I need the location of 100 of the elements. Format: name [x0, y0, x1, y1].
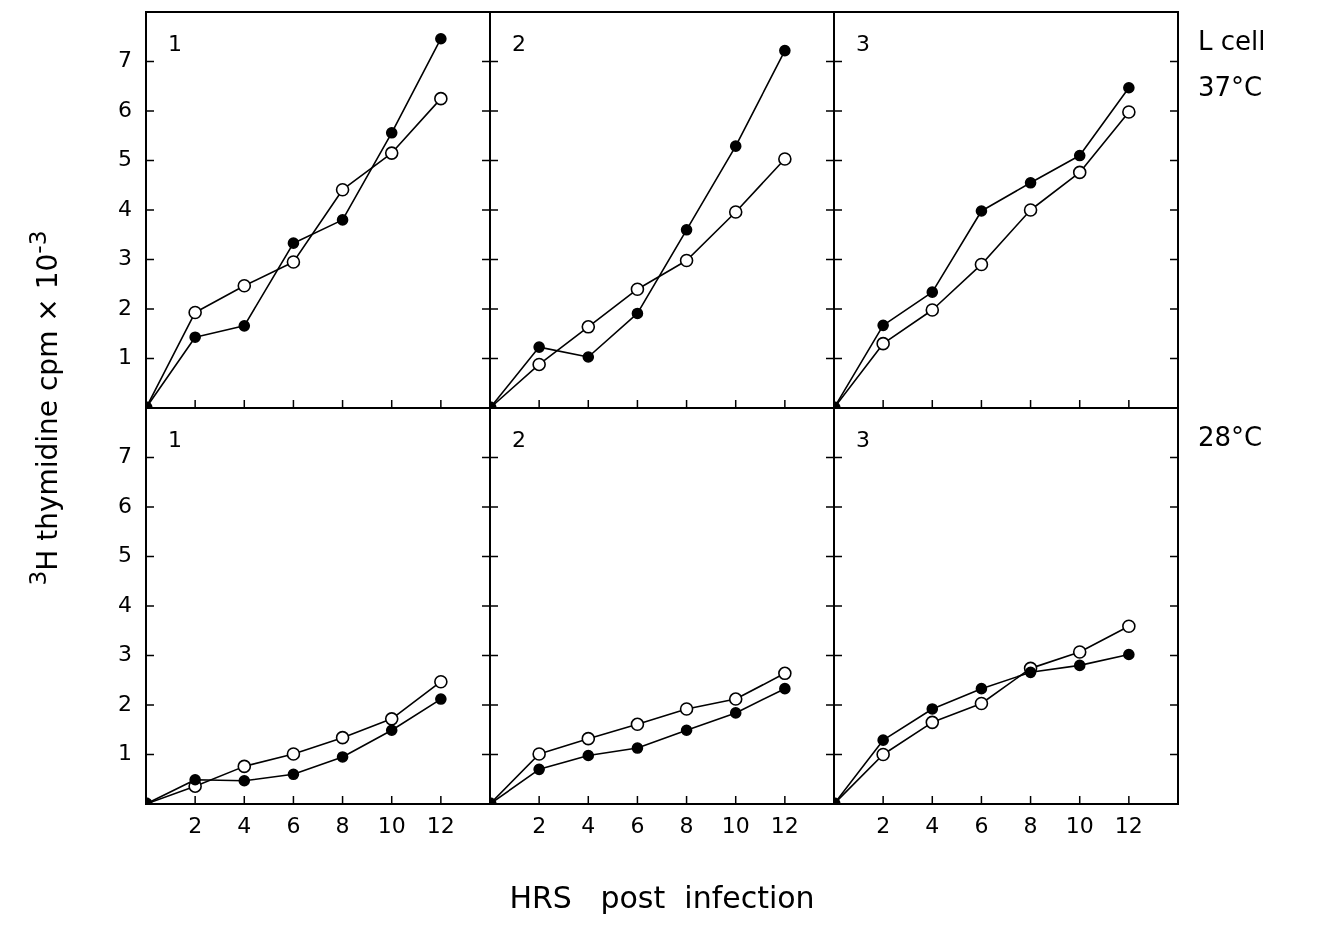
point [876, 747, 890, 762]
point [631, 307, 644, 320]
x-tick-label: 8 [1023, 812, 1038, 838]
point [728, 205, 743, 219]
point [335, 182, 350, 197]
y-tick-label: 1 [118, 344, 132, 370]
point [1024, 176, 1037, 189]
x-tick-label: 10 [721, 812, 750, 838]
y-tick-label: 4 [118, 591, 132, 617]
point [188, 305, 202, 320]
point [238, 774, 251, 787]
y-tick-label: 7 [118, 443, 132, 469]
annotation: 3 [856, 30, 870, 56]
x-tick-label: 4 [237, 812, 252, 838]
annotation: 2 [512, 30, 526, 56]
point [925, 303, 940, 317]
point [238, 320, 251, 332]
point [926, 286, 939, 298]
point [679, 253, 694, 268]
point [287, 237, 300, 249]
text: 37°C [1198, 72, 1263, 102]
x-tick-label: 2 [532, 812, 547, 838]
point [779, 44, 791, 57]
point [975, 682, 988, 695]
y-tick-label: 4 [118, 195, 132, 221]
point [1073, 659, 1086, 672]
text: 28°C [1198, 422, 1263, 452]
point [237, 759, 252, 774]
point [1023, 203, 1038, 217]
point [974, 696, 989, 711]
point [189, 331, 201, 344]
point [1072, 645, 1087, 659]
point [974, 257, 989, 272]
y-tick-label: 2 [118, 294, 132, 320]
point [533, 341, 545, 353]
y-tick-label: 5 [118, 146, 132, 172]
x-tick-label: 6 [630, 812, 645, 838]
point [926, 703, 939, 715]
point [729, 140, 742, 152]
point [533, 763, 545, 776]
point [286, 255, 301, 269]
point [778, 152, 792, 166]
point [336, 214, 349, 226]
y-tick-label: 7 [118, 47, 132, 73]
y-tick-label: 1 [118, 740, 132, 766]
point [630, 282, 645, 296]
x-tick-label: 10 [1065, 812, 1094, 838]
x-tick-label: 12 [426, 812, 455, 838]
x-tick-label: 2 [876, 812, 891, 838]
point [582, 749, 595, 762]
point [975, 205, 988, 217]
x-tick-label: 6 [286, 812, 301, 838]
annotation: 1 [168, 30, 182, 56]
point [877, 319, 889, 332]
point [630, 717, 645, 732]
point [779, 682, 791, 695]
point [434, 674, 448, 689]
y-tick-label: 3 [118, 641, 132, 667]
point [729, 707, 742, 719]
point [1123, 81, 1135, 94]
point [1024, 666, 1037, 679]
point [728, 692, 743, 706]
point [336, 751, 349, 763]
point [384, 146, 399, 160]
point [237, 278, 252, 293]
x-tick-label: 12 [1114, 812, 1143, 838]
point [680, 224, 693, 236]
point [581, 731, 596, 746]
point [876, 336, 890, 351]
x-tick-label: 10 [377, 812, 406, 838]
point [679, 702, 694, 716]
x-tick-label: 4 [581, 812, 596, 838]
x-tick-label: 4 [925, 812, 940, 838]
point [778, 666, 792, 681]
point [1123, 648, 1135, 661]
point [287, 768, 300, 781]
annotation: 1 [168, 426, 182, 452]
point [532, 747, 546, 761]
annotation: 2 [512, 426, 526, 452]
x-tick-label: 8 [679, 812, 694, 838]
point [385, 126, 398, 139]
point [631, 742, 644, 754]
point [189, 773, 201, 786]
y-tick-label: 3 [118, 245, 132, 271]
point [286, 747, 301, 761]
point [335, 730, 350, 745]
point [1072, 165, 1087, 180]
point [1073, 149, 1086, 162]
y-tick-label: 5 [118, 542, 132, 568]
y-tick-label: 6 [118, 96, 132, 122]
x-tick-label: 2 [188, 812, 203, 838]
point [925, 715, 940, 730]
x-tick-label: 8 [335, 812, 350, 838]
point [384, 712, 399, 726]
point [680, 724, 693, 737]
x-tick-label: 12 [770, 812, 799, 838]
point [1122, 619, 1136, 634]
point [385, 724, 398, 737]
x-tick-label: 6 [974, 812, 989, 838]
y-tick-label: 6 [118, 492, 132, 518]
